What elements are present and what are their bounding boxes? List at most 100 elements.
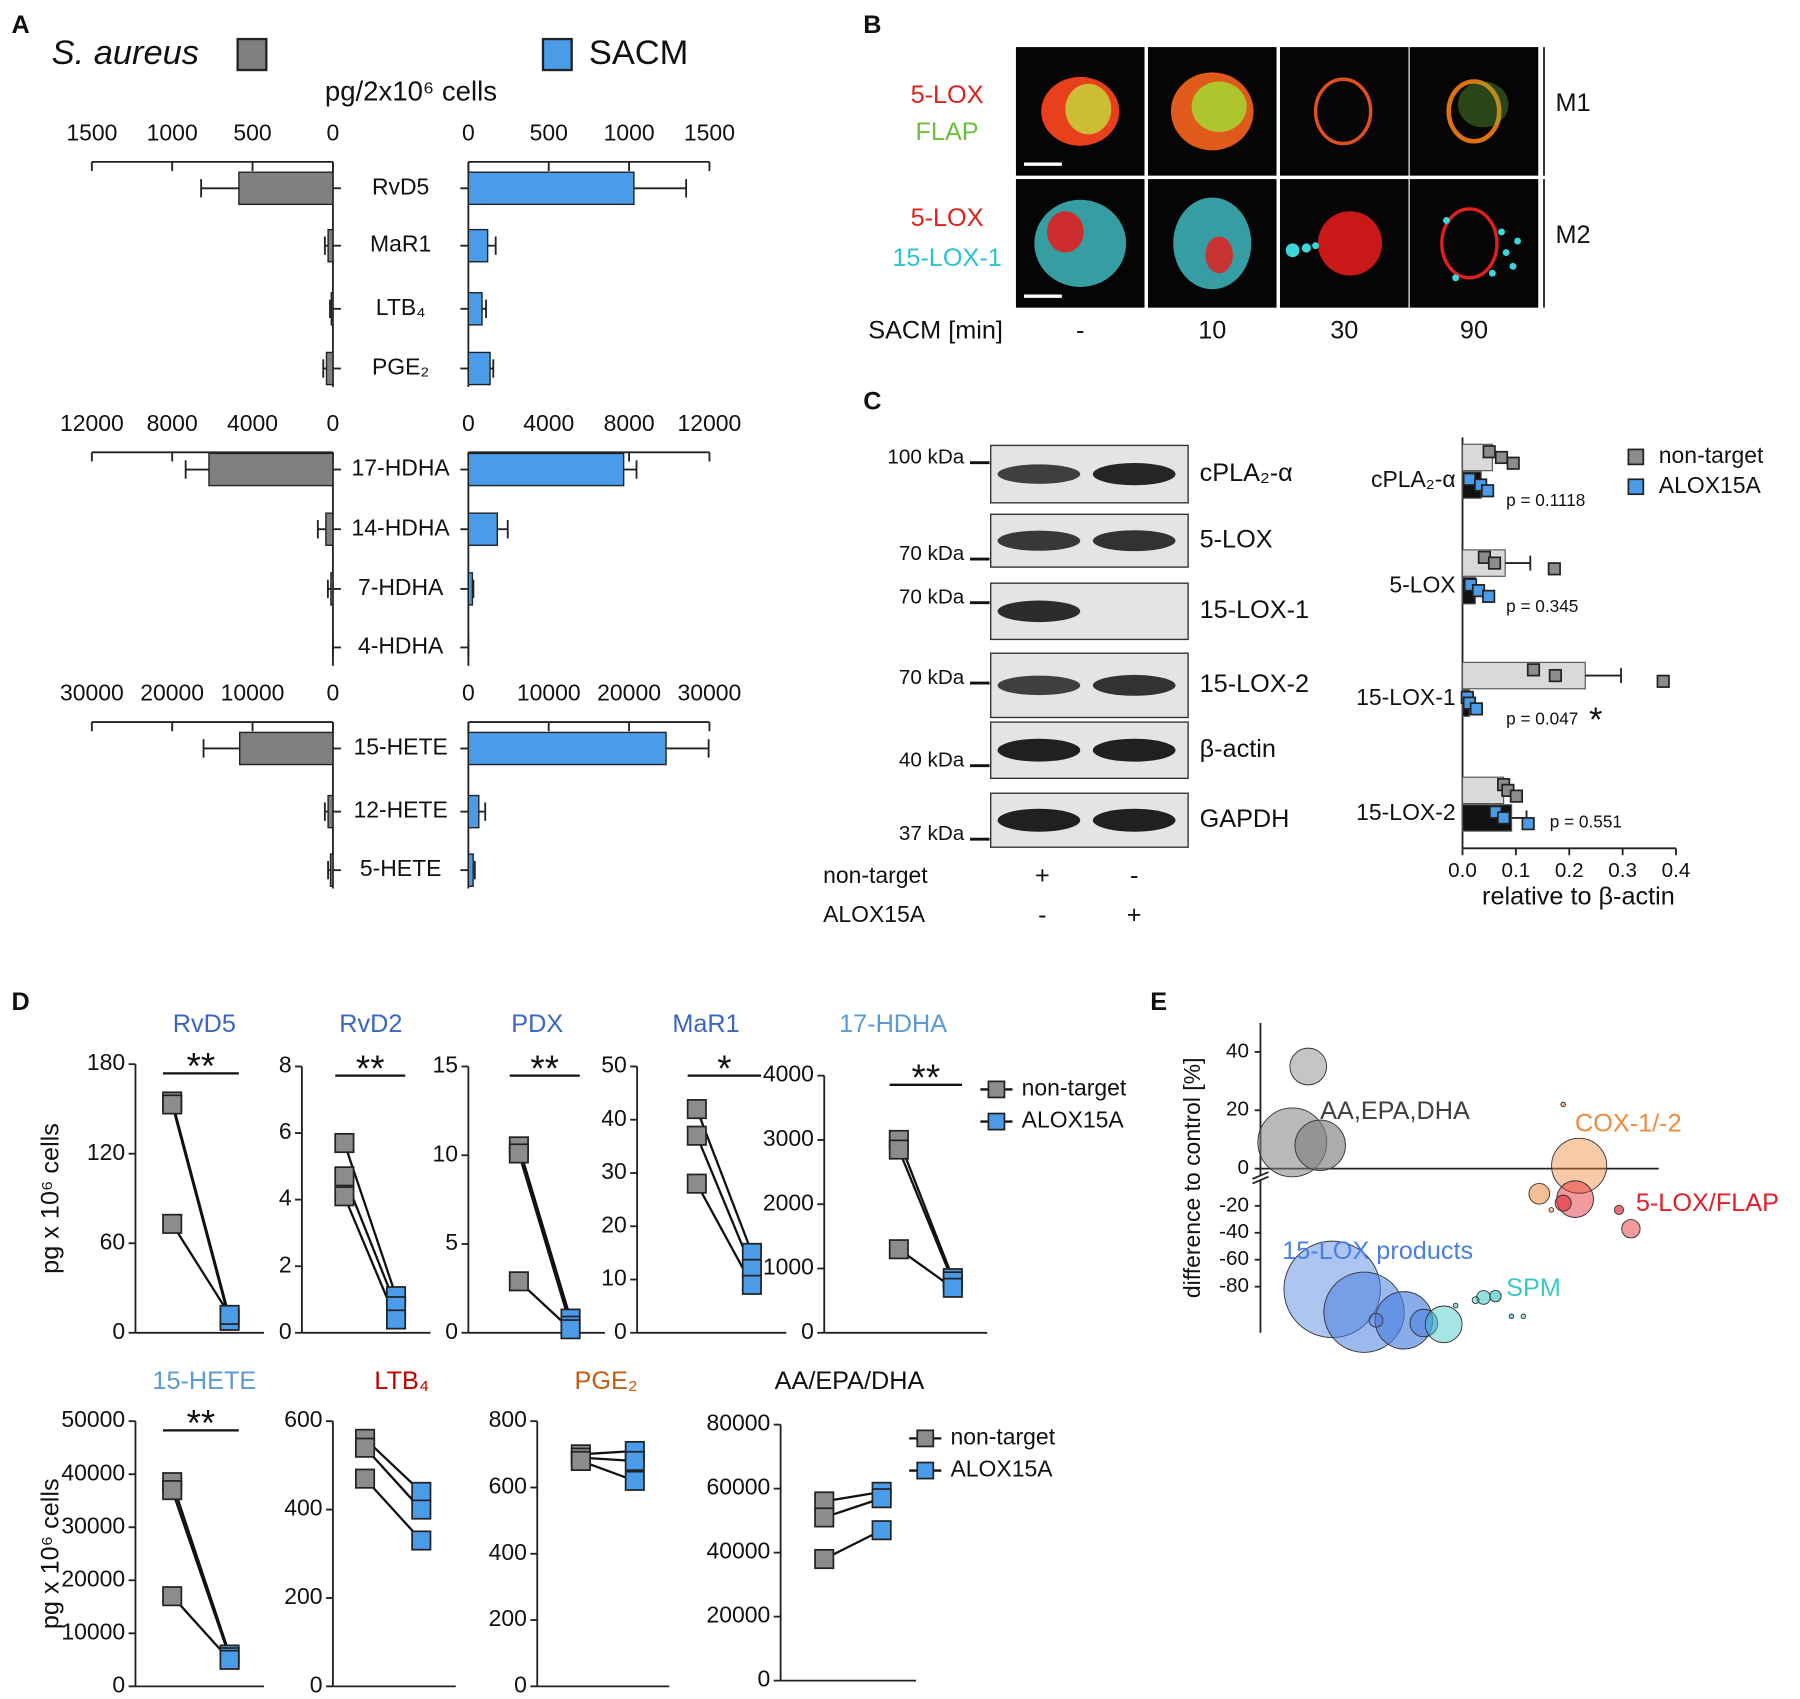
data-point — [386, 1309, 407, 1330]
bubble — [1551, 1137, 1608, 1194]
y-tick-label: 5 — [445, 1229, 458, 1255]
legend-label: S. aureus — [52, 34, 199, 72]
category-label: PGE₂ — [372, 354, 429, 380]
axis-break — [1252, 1171, 1269, 1180]
bubble — [1294, 1119, 1346, 1172]
legend-label: non-target — [1022, 1074, 1127, 1100]
data-point — [411, 1499, 432, 1520]
data-point — [570, 1450, 591, 1472]
data-point — [219, 1649, 240, 1670]
time-label: 90 — [1460, 316, 1488, 344]
data-point — [888, 1139, 909, 1160]
bubble — [1621, 1219, 1641, 1239]
vesicle — [1509, 262, 1517, 270]
data-point — [355, 1437, 376, 1458]
legend-swatch — [236, 37, 268, 72]
y-tick-label: 0 — [514, 1671, 527, 1697]
vesicle — [1442, 216, 1450, 224]
x-tick-label: 8000 — [604, 410, 655, 436]
bar — [467, 853, 474, 887]
series-label: SPM — [1506, 1274, 1561, 1302]
y-tick-label: 0 — [112, 1671, 125, 1697]
pair-line — [517, 1153, 572, 1327]
x-tick-label: 4000 — [227, 410, 278, 436]
group-label: M2 — [1555, 221, 1590, 249]
axis-break — [1252, 1175, 1269, 1185]
y-tick-label: 30 — [601, 1158, 627, 1184]
panel-label: A — [11, 11, 29, 39]
data-point — [560, 1319, 581, 1340]
y-tick-label: -20 — [1219, 1193, 1249, 1216]
protein-label: GAPDH — [1200, 805, 1290, 833]
y-tick-label: 200 — [284, 1583, 322, 1609]
data-point — [1462, 472, 1477, 486]
x-tick-label: 12000 — [678, 410, 742, 436]
band — [997, 600, 1081, 623]
category-label: 15-HETE — [353, 734, 447, 760]
cell — [1446, 79, 1502, 144]
data-point — [871, 1520, 892, 1541]
x-tick-label: 500 — [530, 119, 568, 145]
channel-label: 5-LOX — [911, 204, 984, 232]
protein-label: 15-LOX-1 — [1200, 596, 1309, 624]
data-point — [1469, 702, 1483, 716]
x-tick-label: 8000 — [147, 410, 198, 436]
legend-swatch — [916, 1461, 935, 1480]
category-label: 4-HDHA — [358, 633, 444, 659]
band — [997, 464, 1081, 484]
series-label: AA,EPA,DHA — [1320, 1097, 1470, 1125]
bar — [239, 731, 334, 766]
legend-swatch — [541, 37, 573, 72]
x-tick-label: 20000 — [140, 680, 204, 706]
axis-title: pg x 10⁶ cells — [36, 1478, 64, 1629]
time-axis-label: SACM [min] — [868, 316, 1003, 344]
category-label: 15-LOX-1 — [1356, 684, 1455, 710]
chart-title: PGE₂ — [575, 1367, 638, 1395]
group-label: M1 — [1555, 89, 1590, 117]
data-point — [411, 1530, 432, 1551]
data-point — [814, 1507, 835, 1528]
significance: ** — [187, 1045, 216, 1086]
data-point — [162, 1094, 183, 1115]
x-tick-label: 10000 — [517, 680, 581, 706]
pair-line — [171, 1489, 231, 1658]
y-tick-label: 0 — [310, 1671, 323, 1697]
bar — [325, 351, 334, 386]
data-point — [624, 1450, 645, 1472]
category-label: 7-HDHA — [358, 574, 444, 600]
p-value: p = 0.551 — [1550, 812, 1622, 832]
bar — [327, 228, 334, 263]
y-tick-label: 600 — [489, 1473, 527, 1499]
data-point — [1482, 445, 1496, 459]
y-tick-label: 60000 — [706, 1474, 770, 1500]
x-tick-label: 0 — [462, 119, 475, 145]
y-tick-label: 120 — [87, 1139, 125, 1165]
category-label: 15-LOX-2 — [1356, 799, 1455, 825]
cell — [1313, 77, 1373, 146]
axis-title: pg x 10⁶ cells — [36, 1123, 64, 1274]
vesicle — [1452, 274, 1460, 282]
data-point — [1494, 450, 1509, 465]
p-value: p = 0.047 — [1506, 708, 1578, 728]
time-label: 30 — [1330, 316, 1358, 344]
significance: ** — [530, 1048, 559, 1089]
data-point — [1656, 674, 1670, 688]
bar — [208, 452, 334, 487]
significance: ** — [356, 1048, 385, 1089]
y-tick-label: 20000 — [706, 1602, 770, 1628]
category-label: LTB₄ — [376, 294, 426, 320]
pair-line — [343, 1142, 398, 1297]
bubble — [1424, 1305, 1463, 1344]
category-label: 5-LOX — [1389, 572, 1455, 598]
series-label: 5-LOX/FLAP — [1636, 1189, 1779, 1217]
y-tick-label: 600 — [284, 1406, 322, 1432]
series-label: 15-LOX products — [1282, 1237, 1473, 1265]
x-tick-label: 10000 — [221, 680, 285, 706]
y-tick-label: 50000 — [61, 1406, 125, 1432]
chart-title: RvD2 — [339, 1010, 402, 1038]
x-tick-label: 0 — [462, 410, 475, 436]
y-tick-label: 30000 — [61, 1512, 125, 1538]
y-tick-label: 2 — [279, 1251, 292, 1277]
y-tick-label: 180 — [87, 1049, 125, 1075]
